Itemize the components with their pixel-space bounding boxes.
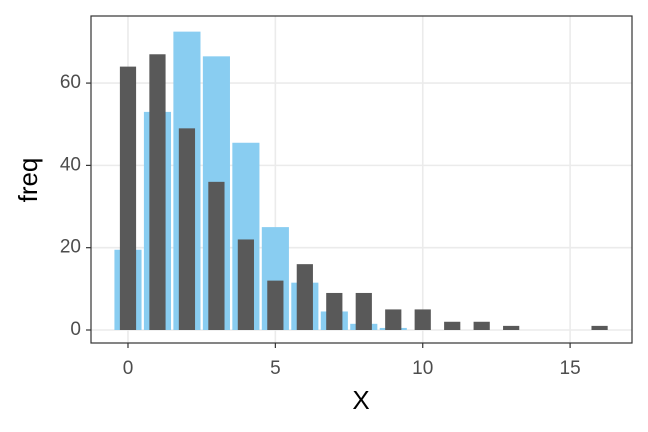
panel-border <box>90 15 633 344</box>
x-tick-label: 15 <box>560 358 581 379</box>
bar <box>326 292 343 330</box>
bar <box>149 54 166 330</box>
x-tick-label: 0 <box>123 358 134 379</box>
bar <box>267 280 284 330</box>
x-tick-label: 5 <box>270 358 281 379</box>
bar <box>237 239 254 330</box>
y-axis-title: freq <box>13 158 43 203</box>
y-tick-label: 0 <box>70 319 81 340</box>
y-tick-label: 20 <box>60 237 81 258</box>
y-tick-label: 60 <box>60 72 81 93</box>
bar <box>178 128 196 330</box>
x-tick-label: 10 <box>412 358 433 379</box>
bar <box>591 325 608 330</box>
bar <box>414 309 431 330</box>
y-tick-label: 40 <box>60 154 81 175</box>
bar <box>119 66 137 330</box>
bar <box>296 264 313 330</box>
bar <box>385 309 402 330</box>
bar <box>444 321 461 330</box>
x-axis-title: X <box>352 385 369 415</box>
bar <box>503 325 520 330</box>
bar <box>355 292 372 330</box>
bar <box>208 181 225 330</box>
bar <box>473 321 490 330</box>
